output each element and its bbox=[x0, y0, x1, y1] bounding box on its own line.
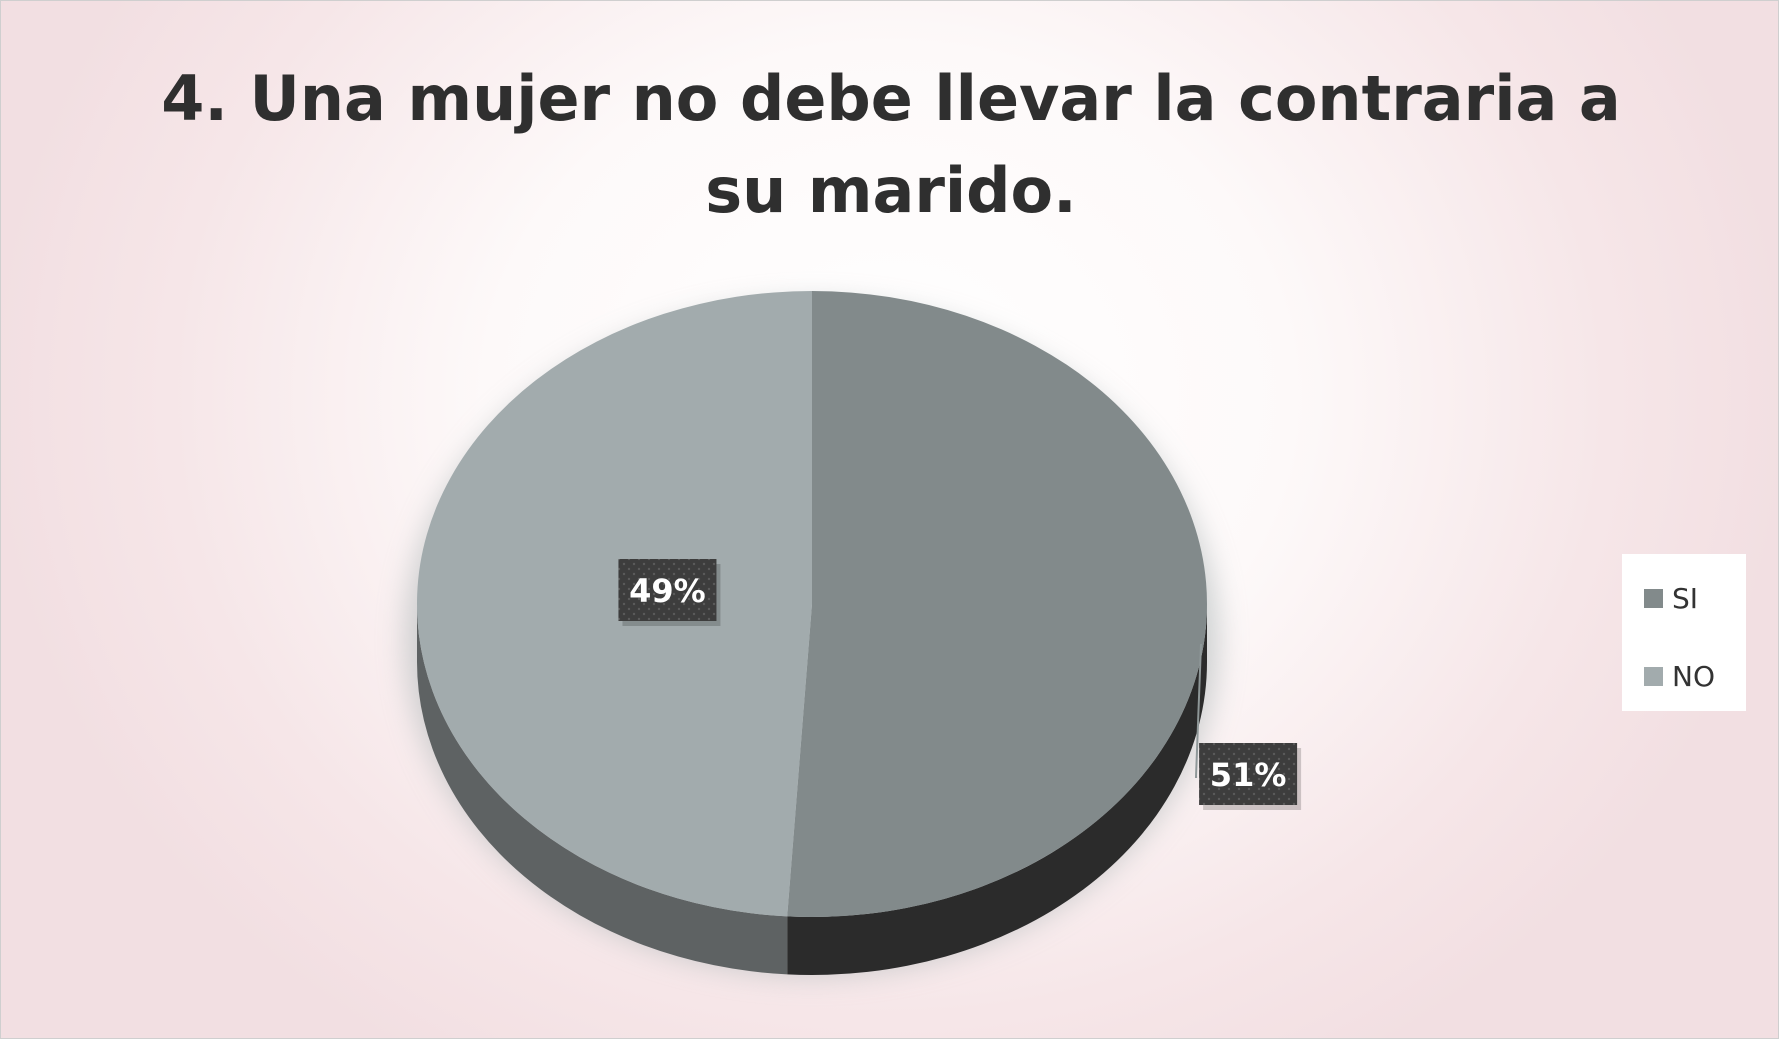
legend-swatch-si bbox=[1644, 588, 1663, 608]
data-label-bg-no bbox=[618, 559, 717, 621]
chart-title: 4. Una mujer no debe llevar la contraria… bbox=[161, 62, 1621, 227]
data-label-si: 51% bbox=[1210, 756, 1287, 794]
legend-item-no: NO bbox=[1644, 656, 1746, 696]
data-label-bg-si bbox=[1199, 743, 1298, 805]
leader-line-si bbox=[1194, 643, 1202, 778]
legend-label-si: SI bbox=[1672, 581, 1699, 615]
legend-item-si: SI bbox=[1644, 578, 1746, 618]
data-label-no: 49% bbox=[629, 572, 706, 610]
pie-slice-no bbox=[416, 291, 812, 917]
pie-slice-si bbox=[787, 291, 1207, 917]
legend: SI NO bbox=[1622, 554, 1746, 711]
pie-side-no bbox=[417, 604, 788, 975]
legend-swatch-no bbox=[1644, 666, 1663, 686]
pie-side-si bbox=[787, 604, 1207, 975]
legend-label-no: NO bbox=[1672, 659, 1715, 693]
